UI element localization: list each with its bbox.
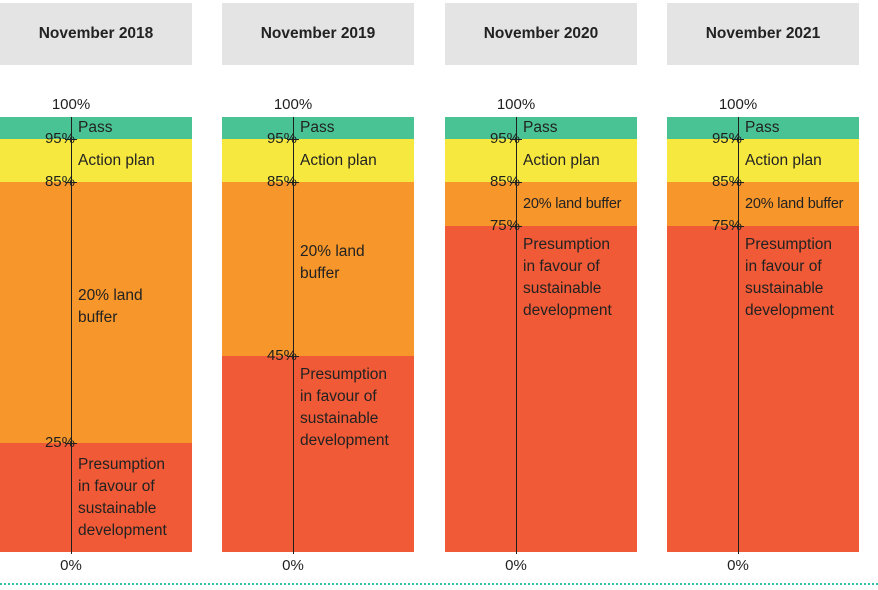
panel-title: November 2021	[667, 3, 859, 65]
y-tick-mark	[732, 182, 744, 184]
chart-panel: November 2020 Pass Action plan 20% land buf…	[445, 0, 637, 590]
band-label: 20% land buffer	[78, 286, 143, 326]
panel-title: November 2018	[0, 3, 192, 65]
band-label: Pass	[523, 119, 558, 136]
band-segment: 20% land buffer	[667, 182, 859, 226]
panel-title: November 2019	[222, 3, 414, 65]
band-label: Presumption in favour of sustainable dev…	[745, 235, 834, 319]
y-tick-mark	[732, 138, 744, 140]
band-label: 20% land buffer	[300, 243, 365, 283]
band-segment: Presumption in favour of sustainable dev…	[445, 225, 637, 552]
y-tick-mark	[510, 138, 522, 140]
y-tick-label: 75%	[489, 216, 520, 234]
band-segment: Pass	[222, 117, 414, 139]
y-tick-mark	[510, 182, 522, 184]
y-tick-label: 100%	[51, 96, 91, 113]
y-tick-label: 85%	[266, 173, 297, 191]
y-axis-line	[516, 117, 517, 554]
chart-panel: November 2021 Pass Action plan 20% land buf…	[667, 0, 859, 590]
band-segment: Action plan	[0, 138, 192, 183]
y-tick-mark	[510, 225, 522, 227]
stacked-bar: Pass Action plan 20% land buffer Presumptio…	[222, 117, 414, 552]
band-segment: Pass	[0, 117, 192, 139]
band-label: Action plan	[745, 151, 822, 169]
band-segment: Pass	[445, 117, 637, 139]
chart-panel: November 2019 Pass Action plan 20% land buf…	[222, 0, 414, 590]
y-tick-label: 0%	[282, 557, 304, 574]
y-axis-line	[293, 117, 294, 554]
y-tick-label: 85%	[489, 173, 520, 191]
y-tick-label: 95%	[489, 129, 520, 147]
band-label: Action plan	[523, 151, 600, 169]
y-tick-mark	[287, 182, 299, 184]
band-label: Pass	[300, 119, 335, 136]
y-tick-label: 25%	[44, 434, 75, 452]
band-segment: Action plan	[667, 138, 859, 183]
y-tick-label: 100%	[273, 96, 313, 113]
band-label: Pass	[78, 119, 113, 136]
band-segment: Presumption in favour of sustainable dev…	[667, 225, 859, 552]
band-segment: 20% land buffer	[222, 182, 414, 357]
y-tick-label: 85%	[44, 173, 75, 191]
panel-title: November 2020	[445, 3, 637, 65]
footer-dotted-divider	[0, 583, 878, 585]
chart-panel: November 2018 Pass Action plan 20% land buf…	[0, 0, 192, 590]
y-tick-mark	[65, 443, 77, 445]
y-tick-label: 0%	[505, 557, 527, 574]
y-tick-mark	[65, 182, 77, 184]
y-tick-label: 0%	[60, 557, 82, 574]
y-tick-mark	[287, 138, 299, 140]
y-tick-label: 45%	[266, 347, 297, 365]
band-label: 20% land buffer	[745, 196, 844, 212]
band-segment: Action plan	[445, 138, 637, 183]
band-label: Presumption in favour of sustainable dev…	[300, 366, 389, 450]
y-tick-label: 0%	[727, 557, 749, 574]
y-tick-label: 75%	[711, 216, 742, 234]
band-segment: 20% land buffer	[445, 182, 637, 226]
band-segment: Action plan	[222, 138, 414, 183]
y-tick-label: 100%	[718, 96, 758, 113]
band-label: Presumption in favour of sustainable dev…	[78, 455, 167, 539]
band-segment: Presumption in favour of sustainable dev…	[0, 443, 192, 552]
band-segment: 20% land buffer	[0, 182, 192, 444]
band-label: Action plan	[78, 151, 155, 169]
y-tick-mark	[287, 356, 299, 358]
y-tick-label: 95%	[44, 129, 75, 147]
y-axis-line	[738, 117, 739, 554]
stacked-bar: Pass Action plan 20% land buffer Presumptio…	[667, 117, 859, 552]
y-tick-mark	[65, 138, 77, 140]
y-tick-label: 95%	[266, 129, 297, 147]
y-tick-mark	[732, 225, 744, 227]
band-label: Action plan	[300, 151, 377, 169]
y-axis-line	[71, 117, 72, 554]
band-segment: Presumption in favour of sustainable dev…	[222, 356, 414, 552]
band-segment: Pass	[667, 117, 859, 139]
stacked-bar: Pass Action plan 20% land buffer Presumptio…	[445, 117, 637, 552]
stacked-bar: Pass Action plan 20% land buffer Presumptio…	[0, 117, 192, 552]
band-label: Pass	[745, 119, 780, 136]
band-label: Presumption in favour of sustainable dev…	[523, 235, 612, 319]
band-label: 20% land buffer	[523, 196, 622, 212]
y-tick-label: 100%	[496, 96, 536, 113]
y-tick-label: 85%	[711, 173, 742, 191]
y-tick-label: 95%	[711, 129, 742, 147]
